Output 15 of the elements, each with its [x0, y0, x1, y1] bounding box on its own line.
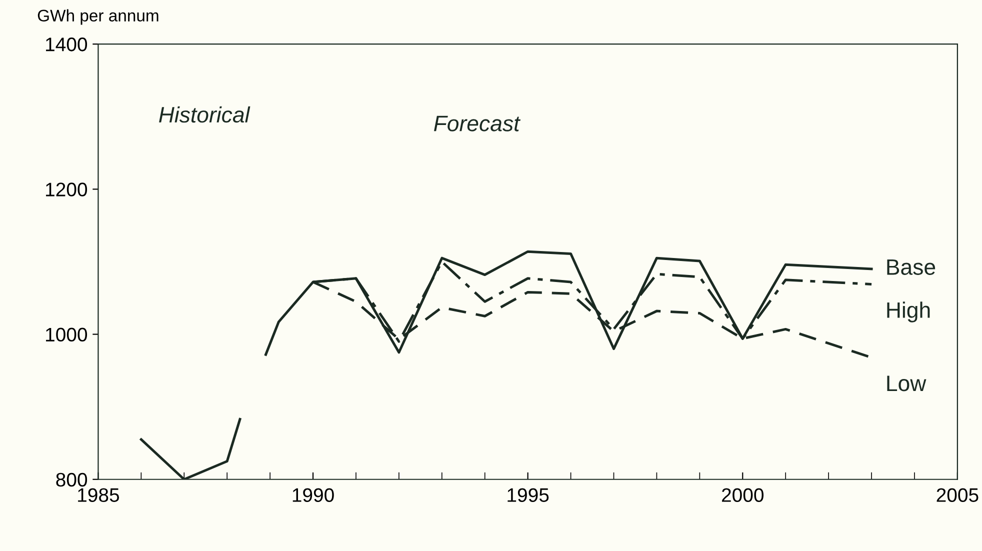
annotation: Forecast — [434, 116, 521, 132]
y-tick-label: 1000 — [46, 328, 88, 342]
y-tick-label: 1400 — [46, 38, 88, 52]
y-tick-label: 1200 — [46, 182, 88, 196]
annotation: Historical — [159, 106, 250, 123]
series-label: Base — [887, 259, 936, 275]
x-tick-label: 2000 — [722, 488, 764, 502]
y-axis-title: GWh per annum — [38, 9, 158, 25]
y-tick-label: 800 — [56, 472, 88, 487]
series-label: Low — [887, 376, 926, 392]
x-tick-label: 1985 — [78, 488, 120, 502]
x-tick-label: 1995 — [508, 488, 549, 502]
x-tick-label: 2005 — [936, 488, 978, 502]
x-tick-label: 1990 — [292, 488, 334, 502]
series-label: High — [887, 302, 930, 322]
